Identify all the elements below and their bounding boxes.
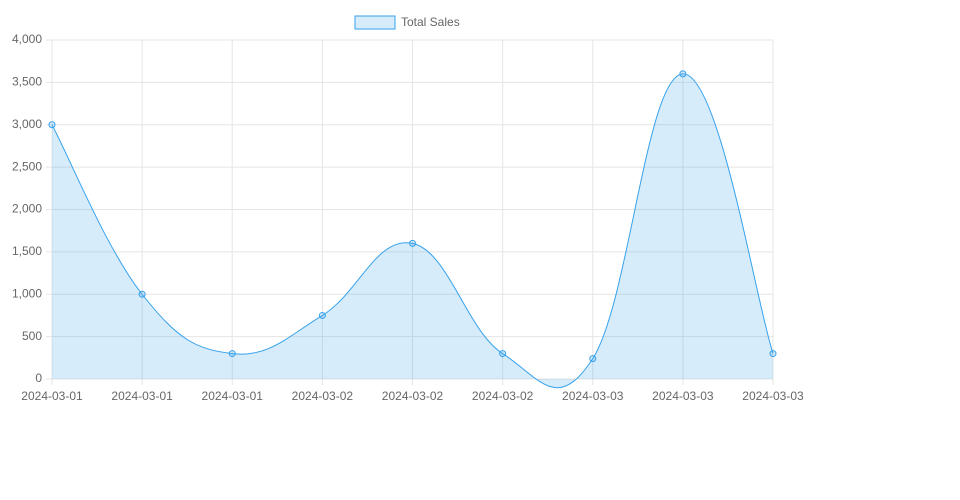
point	[679, 70, 687, 78]
y-tick-label: 1,500	[12, 244, 42, 258]
y-tick-label: 2,500	[12, 159, 42, 173]
point	[499, 350, 507, 358]
point	[769, 350, 777, 358]
point	[409, 239, 416, 247]
point	[589, 355, 597, 363]
x-tick-label: 2024-03-01	[111, 389, 173, 403]
y-tick-label: 2,000	[12, 202, 42, 216]
point	[48, 121, 56, 129]
x-tick-label: 2024-03-02	[472, 389, 534, 403]
legend-swatch[interactable]	[354, 15, 396, 30]
point	[228, 350, 236, 358]
x-tick-label: 2024-03-03	[652, 389, 714, 403]
x-tick-label: 2024-03-01	[202, 389, 264, 403]
y-tick-label: 500	[22, 329, 42, 343]
x-tick-label: 2024-03-02	[382, 389, 444, 403]
y-tick-label: 1,000	[12, 286, 42, 300]
x-tick-label: 2024-03-03	[562, 389, 624, 403]
y-tick-label: 3,000	[12, 117, 42, 131]
point	[138, 290, 146, 298]
x-tick-label: 2024-03-02	[292, 389, 354, 403]
point	[318, 311, 326, 319]
x-tick-label: 2024-03-01	[21, 389, 83, 403]
line	[51, 73, 774, 389]
y-tick-label: 0	[35, 371, 42, 385]
legend-label[interactable]: Total Sales	[401, 15, 460, 29]
y-tick-label: 3,500	[12, 75, 42, 89]
y-tick-label: 4,000	[12, 32, 42, 46]
area	[52, 73, 773, 388]
x-tick-label: 2024-03-03	[742, 389, 804, 403]
